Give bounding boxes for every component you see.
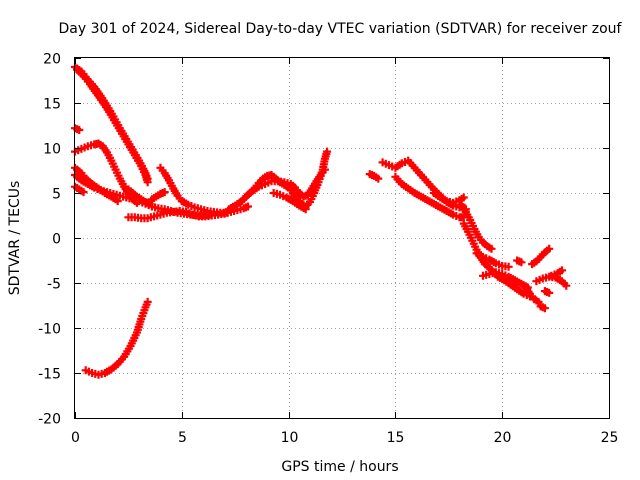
x-tick-label: 10 [281,430,299,446]
data-point [301,205,310,214]
series-arc-27 [536,302,549,313]
y-tick-label: 0 [52,232,61,248]
series-arc-2 [73,65,152,187]
data-point [504,262,513,271]
series-arc-7 [71,124,84,134]
series-arc-25 [521,283,543,306]
plot-frame [74,57,610,419]
axis-ticks: -20 -15 -10 -5 0 5 10 15 20 0 5 10 15 20 25 [38,52,618,447]
series-arc-11 [124,185,154,208]
data-point [540,304,549,313]
series-arc-20 [457,200,496,253]
y-tick-label: 5 [52,187,61,203]
series-arc-15 [81,297,152,379]
series-arc-29 [540,287,554,297]
grid-lines [75,58,609,418]
series-arc-13 [241,165,329,201]
series-arc-16 [365,170,383,183]
y-tick-label: 20 [43,52,61,68]
y-tick-label: 15 [43,97,61,113]
data-point [545,244,554,253]
data-point [75,126,84,134]
data-point [487,244,496,253]
x-tick-label: 0 [71,430,80,446]
data-point [534,297,543,306]
y-tick-label: -15 [38,367,61,383]
x-tick-label: 5 [178,430,187,446]
y-axis-label: SDTVAR / TECUs [7,181,23,296]
data-point [517,258,526,267]
data-points [71,63,571,379]
data-point [459,193,468,202]
series-arc-14 [269,189,310,214]
x-tick-label: 25 [601,430,619,446]
data-point [143,297,152,306]
series-arc-8 [124,202,253,223]
x-tick-label: 15 [387,430,405,446]
data-point [320,165,329,174]
data-point [143,178,152,187]
data-point [545,288,554,297]
data-point [160,188,169,197]
series-arc-19 [429,189,468,207]
series-arc-9 [156,163,231,217]
x-axis-label: GPS time / hours [281,459,398,475]
series-arc-10 [147,188,169,204]
data-point [558,266,567,275]
series-arc-30 [547,266,567,280]
series-arc-18 [391,172,468,222]
data-point [79,188,88,197]
y-tick-label: -10 [38,322,61,338]
data-point [374,174,383,183]
data-point [244,202,253,211]
data-point [562,281,571,290]
data-point [145,199,154,208]
y-tick-label: -20 [38,412,61,428]
data-point [323,147,332,156]
y-tick-label: -5 [47,277,61,293]
chart-title: Day 301 of 2024, Sidereal Day-to-day VTE… [59,21,623,37]
series-arc-22 [472,249,513,271]
series-arc-26 [528,244,554,269]
y-tick-label: 10 [43,142,61,158]
series-arc-24 [513,256,526,267]
x-tick-label: 20 [494,430,512,446]
